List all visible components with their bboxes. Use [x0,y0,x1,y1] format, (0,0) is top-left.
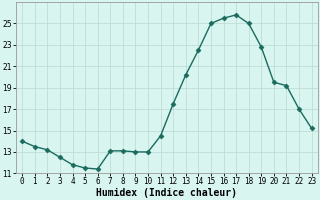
X-axis label: Humidex (Indice chaleur): Humidex (Indice chaleur) [96,188,237,198]
